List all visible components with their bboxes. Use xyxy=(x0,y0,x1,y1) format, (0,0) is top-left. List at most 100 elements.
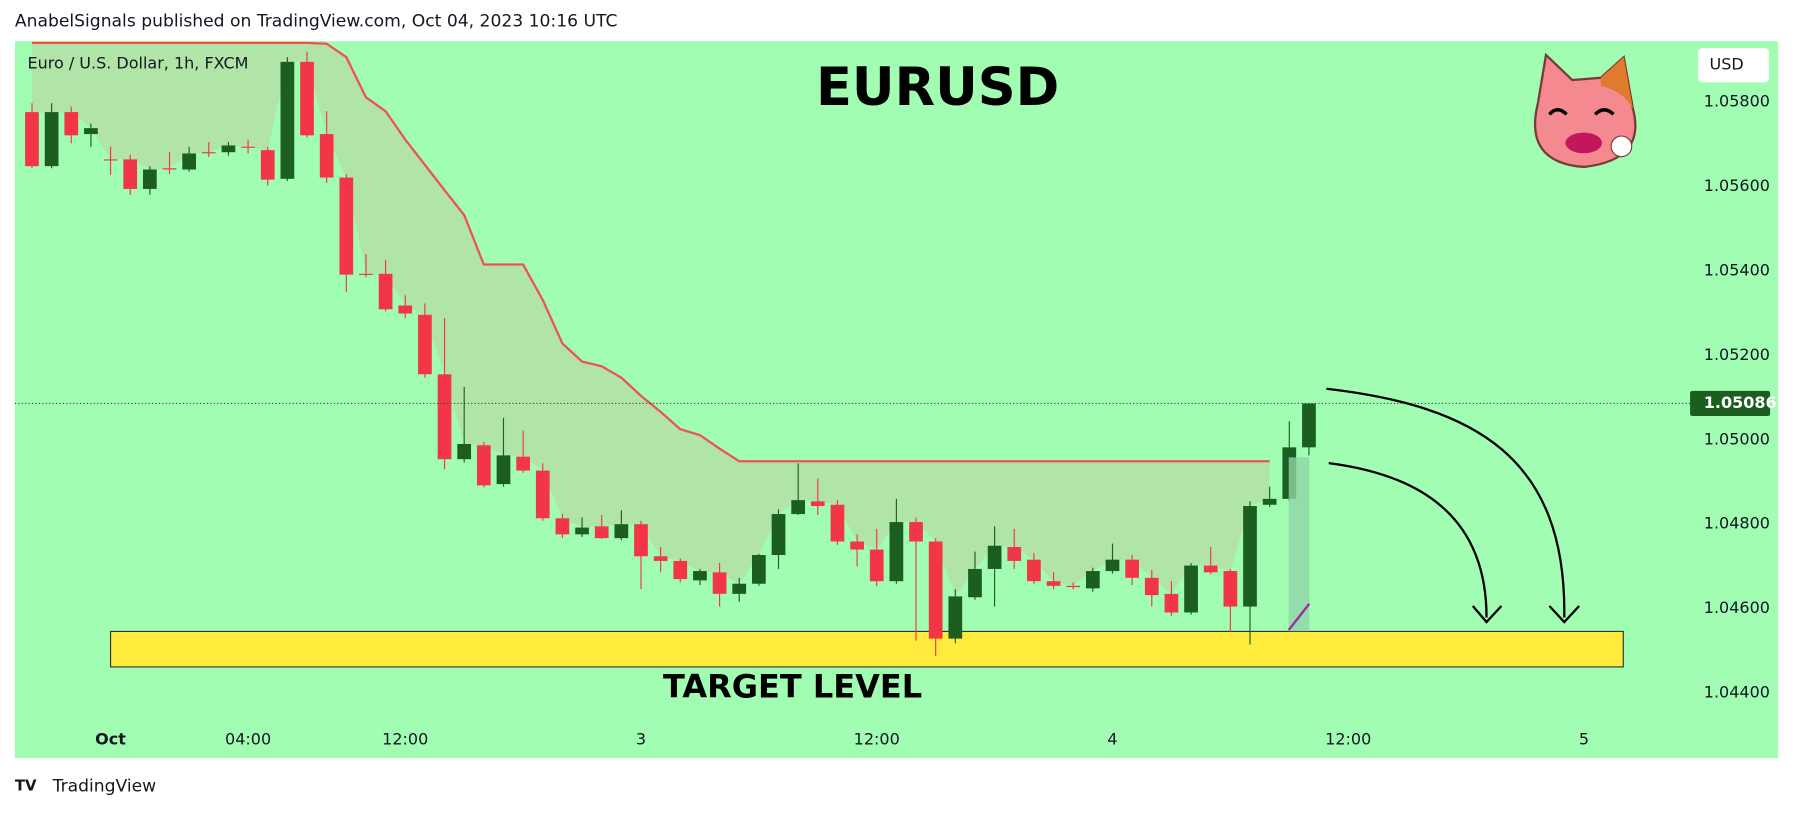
candle-body xyxy=(123,159,138,189)
candle-body xyxy=(673,560,688,580)
candle-body xyxy=(850,541,864,550)
candle-body xyxy=(162,168,177,170)
candle-body xyxy=(201,152,216,154)
candle-body xyxy=(752,555,766,584)
candle-body xyxy=(1302,403,1316,448)
y-tick-label: 1.04600 xyxy=(1704,598,1770,617)
stop-line xyxy=(31,41,1270,463)
y-tick-label: 1.05600 xyxy=(1704,176,1770,195)
candle-body xyxy=(142,169,157,189)
candle-body xyxy=(1085,571,1100,589)
currency-label: USD xyxy=(1710,55,1744,74)
candle-body xyxy=(1164,593,1179,613)
candle-body xyxy=(1203,565,1218,573)
publisher-note: AnabelSignals published on TradingView.c… xyxy=(15,12,618,32)
x-tick-label: Oct xyxy=(95,729,126,748)
symbol-legend: Euro / U.S. Dollar, 1h, FXCM xyxy=(27,54,248,73)
candle-body xyxy=(771,514,786,556)
candle-body xyxy=(437,374,452,460)
candle-body xyxy=(987,545,1002,569)
candle-body xyxy=(221,145,236,153)
candle-body xyxy=(594,526,609,539)
candle-body xyxy=(555,518,570,535)
candle-body xyxy=(575,527,589,535)
candle-body xyxy=(359,273,373,275)
arrow xyxy=(1328,461,1488,618)
candle-body xyxy=(948,596,963,639)
x-tick-label: 3 xyxy=(636,729,646,748)
candle-body xyxy=(693,571,707,581)
y-tick-label: 1.05200 xyxy=(1704,345,1770,364)
cloud xyxy=(31,42,1270,597)
candle-body xyxy=(398,305,413,314)
candle-body xyxy=(1046,581,1061,586)
candle-body xyxy=(496,455,511,485)
candle-body xyxy=(535,470,550,519)
candle-body xyxy=(889,522,904,582)
candle-body xyxy=(712,572,727,594)
chart-title: EURUSD xyxy=(816,57,1059,118)
candle-body xyxy=(280,61,295,179)
candle-body xyxy=(614,524,629,539)
brand-logo: TV xyxy=(15,777,37,795)
candle-body xyxy=(457,443,472,460)
x-tick-label: 4 xyxy=(1107,729,1117,748)
candle-body xyxy=(1125,559,1139,578)
x-tick-label: 04:00 xyxy=(225,729,271,748)
x-tick-label: 12:00 xyxy=(382,729,428,748)
arrowhead xyxy=(1548,605,1580,624)
brand-name: TradingView xyxy=(52,777,157,797)
candle-body xyxy=(300,61,314,136)
y-tick-label: 1.04800 xyxy=(1704,514,1770,533)
candle-body xyxy=(1007,546,1022,561)
candle-body xyxy=(791,500,806,515)
candle-body xyxy=(260,150,275,180)
candle-body xyxy=(1184,565,1198,613)
last-price-label: 1.05086 xyxy=(1704,393,1777,412)
currency-button[interactable] xyxy=(1698,48,1769,83)
last-price-badge xyxy=(1690,390,1771,417)
candle-body xyxy=(1027,559,1041,582)
candle-body xyxy=(968,568,982,598)
sticker xyxy=(1533,52,1637,169)
candle-body xyxy=(476,445,491,486)
candle-body xyxy=(1243,506,1257,607)
candle-body xyxy=(378,273,393,310)
candle-body xyxy=(25,112,39,167)
y-tick-label: 1.05400 xyxy=(1704,260,1770,279)
candle-body xyxy=(241,146,255,148)
candle-body xyxy=(869,549,884,582)
y-tick-label: 1.04400 xyxy=(1704,683,1770,702)
candle-body xyxy=(909,522,923,542)
candle-body xyxy=(830,504,845,542)
candle-body xyxy=(84,128,98,135)
candle-body xyxy=(634,524,648,557)
range-highlight xyxy=(1288,457,1310,632)
candle-body xyxy=(418,314,432,375)
candle-body xyxy=(339,177,354,275)
x-tick-label: 12:00 xyxy=(1325,729,1371,748)
candle-body xyxy=(732,583,747,594)
candle-body xyxy=(64,112,79,136)
range-line xyxy=(1287,603,1311,631)
candle-body xyxy=(1223,571,1238,607)
y-tick-label: 1.05000 xyxy=(1704,429,1770,448)
candle-body xyxy=(103,159,118,161)
arrowhead xyxy=(1471,605,1503,624)
target-zone xyxy=(109,630,1624,668)
x-tick-label: 5 xyxy=(1579,729,1589,748)
candle-body xyxy=(319,134,334,178)
target-label: TARGET LEVEL xyxy=(663,668,922,706)
candle-body xyxy=(1262,498,1277,505)
candle-body xyxy=(1066,585,1081,588)
arrow xyxy=(1326,387,1566,618)
candle-body xyxy=(44,112,59,167)
candle-body xyxy=(516,456,530,471)
x-tick-label: 12:00 xyxy=(854,729,900,748)
candle-body xyxy=(810,501,825,507)
candle-body xyxy=(653,556,668,561)
candle-body xyxy=(928,541,943,639)
candle-body xyxy=(1144,577,1159,596)
